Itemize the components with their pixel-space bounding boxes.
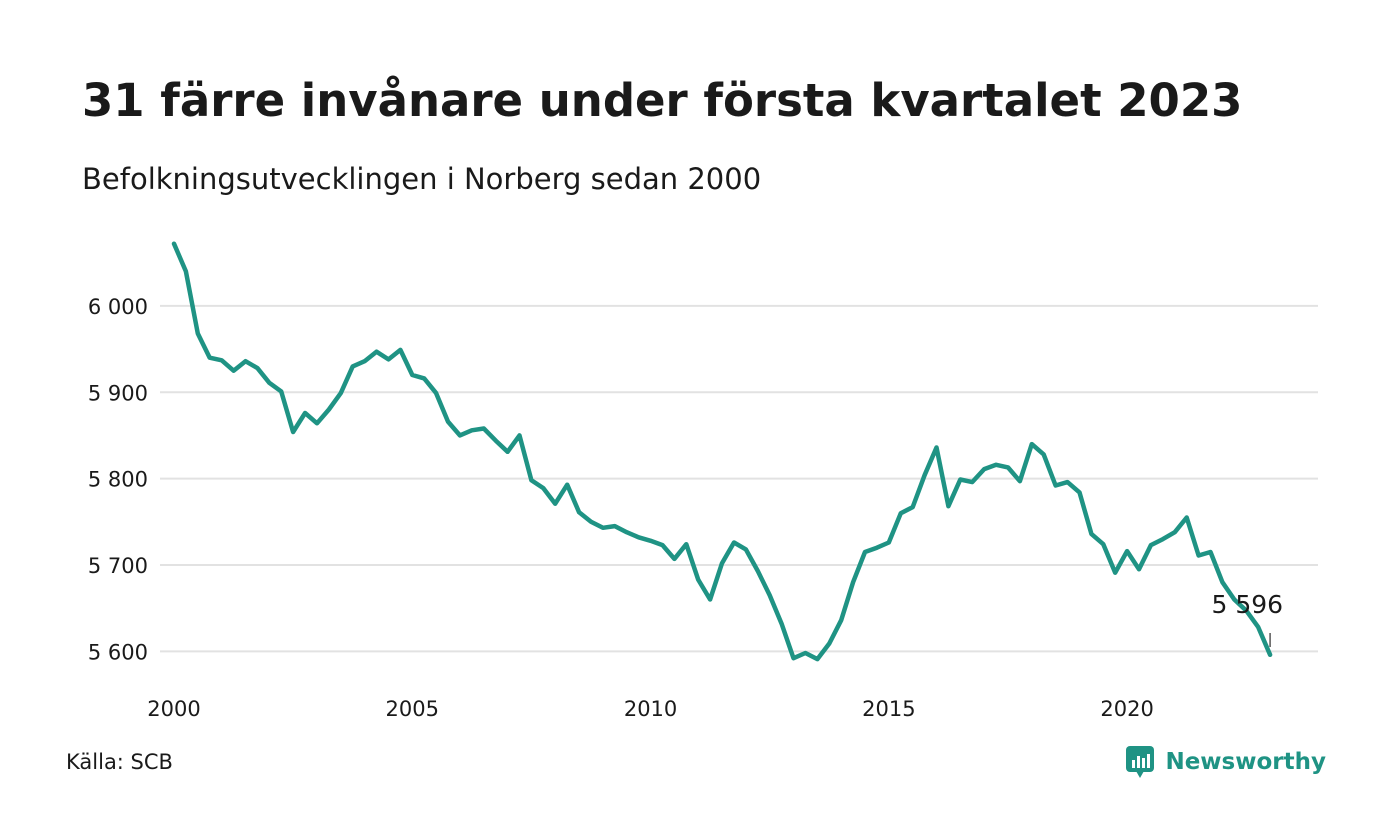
y-tick-label: 5 700	[88, 554, 148, 578]
x-axis-ticks: 2000 2005 2010 2015 2020	[147, 697, 1154, 721]
gridlines	[160, 304, 1318, 653]
series-line	[171, 241, 1273, 662]
annotation-group: 5 596	[1212, 590, 1284, 647]
x-tick-label: 2010	[624, 697, 677, 721]
y-tick-label: 5 600	[88, 640, 148, 664]
chart-title: 31 färre invånare under första kvartalet…	[82, 74, 1243, 127]
y-axis-ticks: 5 600 5 700 5 800 5 900 6 000	[88, 295, 148, 664]
brand-name: Newsworthy	[1165, 749, 1326, 775]
x-tick-label: 2005	[386, 697, 439, 721]
last-value-label: 5 596	[1212, 590, 1284, 619]
series-group	[171, 241, 1273, 662]
y-tick-label: 5 800	[88, 468, 148, 492]
x-tick-label: 2020	[1100, 697, 1153, 721]
chart-subtitle: Befolkningsutvecklingen i Norberg sedan …	[82, 162, 762, 196]
source-note: Källa: SCB	[66, 750, 173, 774]
y-tick-label: 6 000	[88, 295, 148, 319]
brand-logo: Newsworthy	[1125, 745, 1326, 779]
x-tick-label: 2015	[862, 697, 915, 721]
y-tick-label: 5 900	[88, 381, 148, 405]
newsworthy-logo-icon	[1126, 746, 1155, 778]
x-tick-label: 2000	[147, 697, 200, 721]
